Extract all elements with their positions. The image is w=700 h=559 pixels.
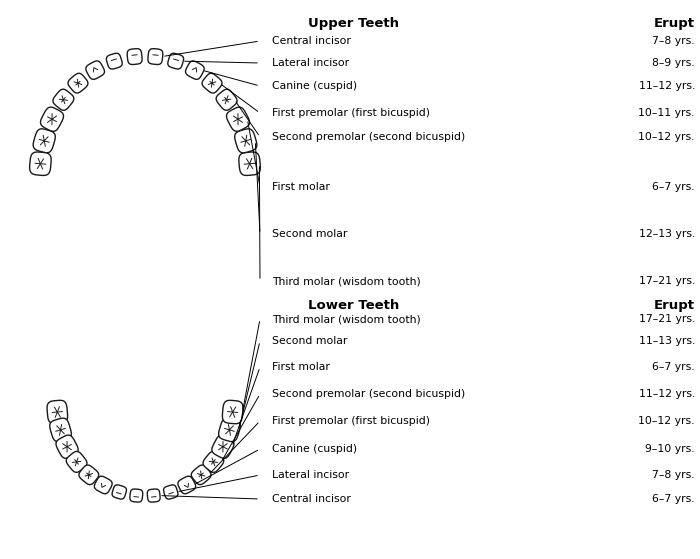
Polygon shape: [218, 418, 240, 442]
Polygon shape: [212, 435, 234, 458]
Polygon shape: [227, 107, 249, 131]
Text: 10–12 yrs.: 10–12 yrs.: [638, 132, 695, 142]
Polygon shape: [147, 489, 160, 502]
Polygon shape: [191, 465, 211, 485]
Polygon shape: [86, 61, 104, 79]
Polygon shape: [178, 476, 196, 494]
Polygon shape: [216, 89, 237, 110]
Polygon shape: [168, 53, 183, 69]
Polygon shape: [202, 73, 222, 93]
Polygon shape: [94, 476, 112, 494]
Text: 11–12 yrs.: 11–12 yrs.: [638, 81, 695, 91]
Text: 6–7 yrs.: 6–7 yrs.: [652, 362, 695, 372]
Text: Erupt: Erupt: [654, 17, 695, 30]
Polygon shape: [29, 152, 51, 176]
Text: Second premolar (second bicuspid): Second premolar (second bicuspid): [272, 389, 466, 399]
Polygon shape: [106, 53, 122, 69]
Text: Third molar (wisdom tooth): Third molar (wisdom tooth): [272, 314, 421, 324]
Text: Upper Teeth: Upper Teeth: [308, 17, 399, 30]
Polygon shape: [223, 400, 243, 424]
Text: First premolar (first bicuspid): First premolar (first bicuspid): [272, 416, 430, 426]
Text: Second molar: Second molar: [272, 336, 347, 346]
Polygon shape: [203, 452, 224, 472]
Text: Central incisor: Central incisor: [272, 36, 351, 46]
Polygon shape: [112, 485, 127, 499]
Text: 17–21 yrs.: 17–21 yrs.: [638, 276, 695, 286]
Text: 17–21 yrs.: 17–21 yrs.: [638, 314, 695, 324]
Polygon shape: [47, 400, 68, 424]
Text: 8–9 yrs.: 8–9 yrs.: [652, 58, 695, 68]
Polygon shape: [130, 489, 143, 502]
Text: 11–13 yrs.: 11–13 yrs.: [638, 336, 695, 346]
Polygon shape: [56, 435, 78, 458]
Text: 9–10 yrs.: 9–10 yrs.: [645, 444, 695, 454]
Polygon shape: [186, 61, 204, 79]
Text: First molar: First molar: [272, 362, 330, 372]
Text: Central incisor: Central incisor: [272, 494, 351, 504]
Polygon shape: [41, 107, 64, 131]
Text: 10–11 yrs.: 10–11 yrs.: [638, 108, 695, 118]
Text: 12–13 yrs.: 12–13 yrs.: [638, 229, 695, 239]
Text: Canine (cuspid): Canine (cuspid): [272, 81, 357, 91]
Text: First premolar (first bicuspid): First premolar (first bicuspid): [272, 108, 430, 118]
Text: 11–12 yrs.: 11–12 yrs.: [638, 389, 695, 399]
Text: 7–8 yrs.: 7–8 yrs.: [652, 36, 695, 46]
Polygon shape: [66, 452, 87, 472]
Text: First molar: First molar: [272, 182, 330, 192]
Text: Second molar: Second molar: [272, 229, 347, 239]
Text: Third molar (wisdom tooth): Third molar (wisdom tooth): [272, 276, 421, 286]
Text: Canine (cuspid): Canine (cuspid): [272, 444, 357, 454]
Polygon shape: [68, 73, 88, 93]
Polygon shape: [79, 465, 99, 485]
Polygon shape: [234, 129, 257, 153]
Text: Lateral incisor: Lateral incisor: [272, 470, 349, 480]
Polygon shape: [33, 129, 55, 153]
Polygon shape: [239, 152, 260, 176]
Polygon shape: [164, 485, 178, 499]
Polygon shape: [127, 49, 142, 64]
Polygon shape: [53, 89, 74, 110]
Polygon shape: [148, 49, 163, 64]
Text: 6–7 yrs.: 6–7 yrs.: [652, 494, 695, 504]
Text: 10–12 yrs.: 10–12 yrs.: [638, 416, 695, 426]
Polygon shape: [50, 418, 71, 442]
Text: Erupt: Erupt: [654, 299, 695, 312]
Text: 7–8 yrs.: 7–8 yrs.: [652, 470, 695, 480]
Text: Lower Teeth: Lower Teeth: [308, 299, 399, 312]
Text: 6–7 yrs.: 6–7 yrs.: [652, 182, 695, 192]
Text: Lateral incisor: Lateral incisor: [272, 58, 349, 68]
Text: Second premolar (second bicuspid): Second premolar (second bicuspid): [272, 132, 466, 142]
